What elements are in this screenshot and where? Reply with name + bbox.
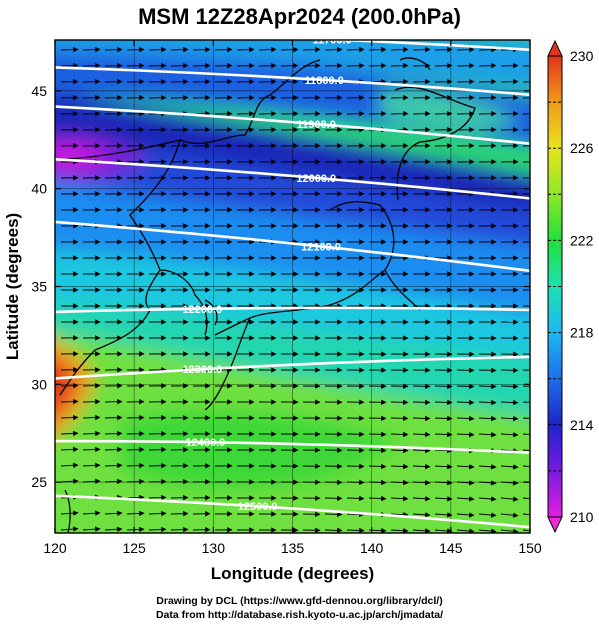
y-tick-label: 40 bbox=[31, 181, 47, 197]
x-tick-label: 145 bbox=[439, 540, 463, 556]
contour-label: 12500.0 bbox=[238, 501, 278, 513]
contour-label: 12000.0 bbox=[296, 173, 336, 185]
contour-label: 12300.0 bbox=[182, 364, 222, 376]
y-tick-label: 45 bbox=[31, 83, 47, 99]
colorbar-min-arrow bbox=[547, 516, 563, 534]
colorbar-tick-label: 214 bbox=[570, 417, 594, 433]
x-tick-label: 140 bbox=[360, 540, 384, 556]
x-tick-label: 130 bbox=[202, 540, 226, 556]
contour-label: 12400.0 bbox=[186, 437, 226, 449]
contour-line bbox=[55, 439, 530, 455]
y-tick-label: 35 bbox=[31, 279, 47, 295]
colorbar-tick-label: 230 bbox=[570, 48, 594, 64]
colorbar-tick-label: 226 bbox=[570, 140, 594, 156]
contour-label: 11800.0 bbox=[305, 75, 344, 87]
contour-label: 11900.0 bbox=[297, 119, 336, 131]
colorbar-max-arrow bbox=[547, 39, 563, 57]
credit-data-source: Data from http://database.rish.kyoto-u.a… bbox=[155, 609, 444, 621]
contour-line bbox=[55, 220, 530, 273]
height-contours: 11700.0 11800.0 11900.0 12000.0 12100.0 12200… bbox=[55, 35, 530, 529]
contour-line bbox=[55, 66, 530, 97]
contour-line bbox=[55, 494, 530, 529]
colorbar-tick-label: 218 bbox=[570, 325, 594, 341]
contour-line bbox=[311, 40, 530, 52]
colorbar-tick-label: 210 bbox=[570, 509, 594, 525]
contour-line bbox=[55, 306, 530, 314]
x-tick-label: 135 bbox=[281, 540, 305, 556]
contour-label: 11700.0 bbox=[313, 35, 352, 47]
colorbar: 210 214 218 222 226 230 bbox=[547, 39, 594, 534]
x-tick-label: 120 bbox=[43, 540, 67, 556]
contour-line bbox=[55, 355, 530, 380]
y-tick-label: 30 bbox=[31, 376, 47, 392]
map-title: MSM 12Z28Apr2024 (200.0hPa) bbox=[138, 4, 461, 29]
colorbar-tick-label: 222 bbox=[570, 232, 594, 248]
credit-dcl: Drawing by DCL (https://www.gfd-dennou.o… bbox=[156, 595, 443, 607]
x-tick-label: 125 bbox=[122, 540, 146, 556]
y-axis-label: Latitude (degrees) bbox=[3, 213, 22, 360]
contour-label: 12100.0 bbox=[301, 241, 341, 253]
x-tick-label: 150 bbox=[518, 540, 542, 556]
x-axis-label: Longitude (degrees) bbox=[211, 564, 374, 583]
contour-label: 12200.0 bbox=[182, 304, 222, 316]
coastline bbox=[55, 57, 476, 533]
y-tick-label: 25 bbox=[31, 474, 47, 490]
axis-ticks: 120 125 130 135 140 145 150 25 30 35 40 45 bbox=[31, 40, 542, 556]
contour-line bbox=[55, 158, 530, 200]
contour-line bbox=[55, 105, 530, 145]
